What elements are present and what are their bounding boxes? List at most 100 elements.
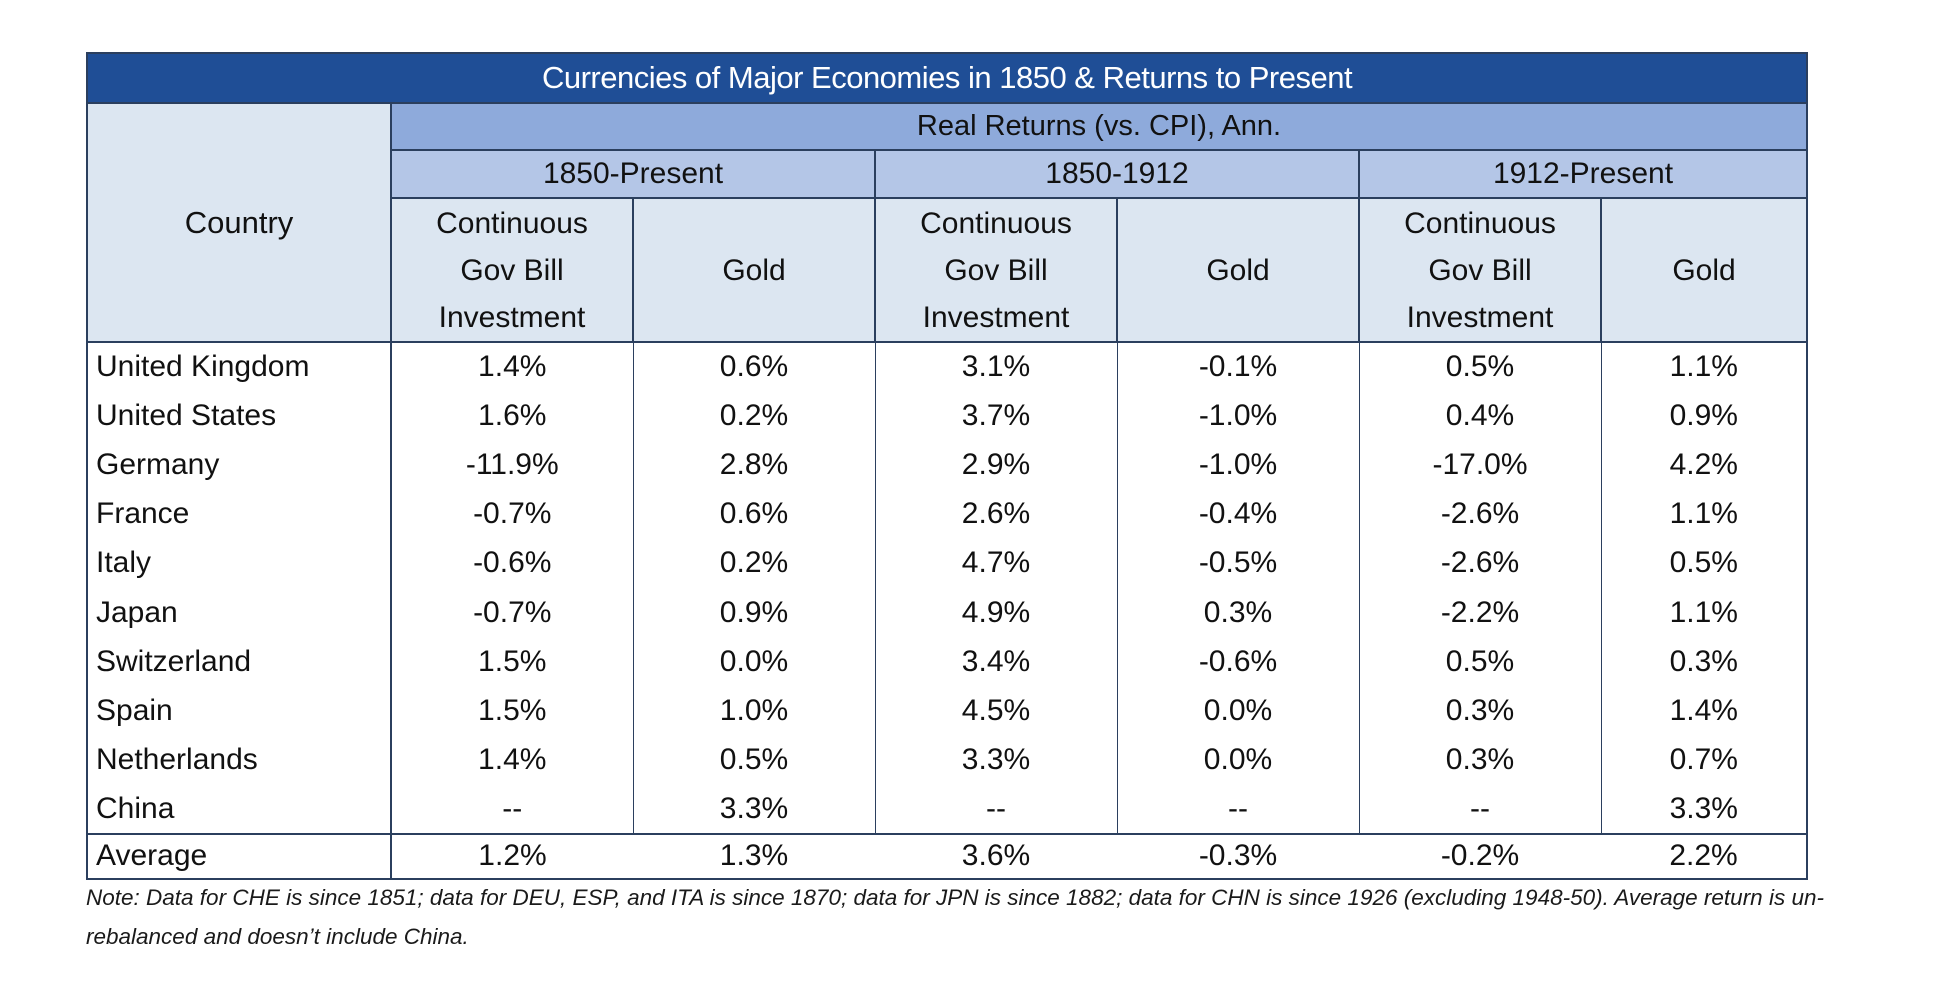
- cell-value: 0.5%: [1358, 637, 1602, 687]
- cell-value: -2.6%: [1358, 489, 1602, 539]
- average-row: Average 1.2% 1.3% 3.6% -0.3% -0.2% 2.2%: [87, 832, 1808, 880]
- cell-value: 0.3%: [1116, 587, 1360, 638]
- cell-value: 1.5%: [390, 686, 634, 736]
- cell-value: 2.9%: [874, 440, 1118, 490]
- cell-value: -0.7%: [390, 587, 634, 638]
- cell-value: --: [390, 784, 634, 834]
- gov-bill-header-line: Continuous: [1404, 206, 1556, 240]
- cell-value: -0.6%: [1116, 637, 1360, 687]
- cell-value: 4.7%: [874, 538, 1118, 588]
- cell-value: 0.0%: [1116, 735, 1360, 785]
- returns-table-container: Currencies of Major Economies in 1850 & …: [85, 52, 1809, 880]
- real-returns-group-header: Real Returns (vs. CPI), Ann.: [389, 102, 1809, 151]
- gov-bill-header: Continuous Gov Bill Investment: [1358, 197, 1602, 343]
- row-country: Switzerland: [86, 637, 392, 687]
- gov-bill-header-line: Investment: [438, 300, 586, 334]
- cell-value: -17.0%: [1358, 440, 1602, 490]
- gov-bill-header-line: Gov Bill: [1428, 253, 1532, 287]
- cell-value: 0.5%: [632, 735, 876, 785]
- period-header-1850-1912: 1850-1912: [874, 149, 1360, 199]
- cell-value: --: [1116, 784, 1360, 834]
- gov-bill-header: Continuous Gov Bill Investment: [874, 197, 1118, 343]
- gov-bill-header: Continuous Gov Bill Investment: [390, 197, 634, 343]
- cell-value: 0.5%: [1600, 538, 1808, 588]
- cell-value: 0.3%: [1358, 686, 1602, 736]
- table-row: Germany -11.9% 2.8% 2.9% -1.0% -17.0% 4.…: [86, 440, 1808, 490]
- table-row: Italy -0.6% 0.2% 4.7% -0.5% -2.6% 0.5%: [86, 538, 1808, 588]
- cell-value: 4.2%: [1600, 440, 1808, 490]
- average-value: 3.6%: [875, 832, 1117, 880]
- cell-value: 3.1%: [874, 342, 1118, 392]
- cell-value: 1.6%: [390, 391, 634, 441]
- cell-value: -11.9%: [390, 440, 634, 490]
- footnote: Note: Data for CHE is since 1851; data f…: [86, 885, 1824, 949]
- row-country: Netherlands: [86, 735, 392, 785]
- cell-value: 0.6%: [632, 342, 876, 392]
- table-row: Japan -0.7% 0.9% 4.9% 0.3% -2.2% 1.1%: [86, 587, 1808, 638]
- cell-value: --: [874, 784, 1118, 834]
- row-country: France: [86, 489, 392, 539]
- cell-value: -0.5%: [1116, 538, 1360, 588]
- cell-value: 1.4%: [1600, 686, 1808, 736]
- cell-value: 0.9%: [632, 587, 876, 638]
- cell-value: -0.7%: [390, 489, 634, 539]
- table-row: United Kingdom 1.4% 0.6% 3.1% -0.1% 0.5%…: [86, 342, 1808, 392]
- cell-value: 2.8%: [632, 440, 876, 490]
- average-value: 1.2%: [391, 832, 633, 880]
- table-row: United States 1.6% 0.2% 3.7% -1.0% 0.4% …: [86, 391, 1808, 441]
- cell-value: 0.0%: [632, 637, 876, 687]
- cell-value: 0.6%: [632, 489, 876, 539]
- cell-value: 1.5%: [390, 637, 634, 687]
- table-row: France -0.7% 0.6% 2.6% -0.4% -2.6% 1.1%: [86, 489, 1808, 539]
- cell-value: 3.3%: [632, 784, 876, 834]
- average-value: -0.3%: [1117, 832, 1359, 880]
- cell-value: 0.7%: [1600, 735, 1808, 785]
- cell-value: 1.4%: [390, 342, 634, 392]
- average-label: Average: [87, 832, 392, 880]
- cell-value: -0.4%: [1116, 489, 1360, 539]
- cell-value: 3.4%: [874, 637, 1118, 687]
- gold-header: Gold: [1116, 197, 1360, 343]
- gov-bill-header-line: Gov Bill: [460, 253, 564, 287]
- cell-value: -0.6%: [390, 538, 634, 588]
- row-country: United States: [86, 391, 392, 441]
- average-value: -0.2%: [1359, 832, 1601, 880]
- cell-value: -1.0%: [1116, 440, 1360, 490]
- cell-value: -2.6%: [1358, 538, 1602, 588]
- cell-value: 0.3%: [1358, 735, 1602, 785]
- cell-value: -0.1%: [1116, 342, 1360, 392]
- table-title: Currencies of Major Economies in 1850 & …: [85, 52, 1809, 104]
- cell-value: 3.7%: [874, 391, 1118, 441]
- cell-value: 1.0%: [632, 686, 876, 736]
- period-header-1912-present: 1912-Present: [1357, 149, 1809, 199]
- cell-value: 0.9%: [1600, 391, 1808, 441]
- gov-bill-header-line: Investment: [1406, 300, 1554, 334]
- gov-bill-header-line: Investment: [922, 300, 1070, 334]
- cell-value: 0.2%: [632, 391, 876, 441]
- cell-value: 0.4%: [1358, 391, 1602, 441]
- row-country: Spain: [86, 686, 392, 736]
- cell-value: --: [1358, 784, 1602, 834]
- table-row: Switzerland 1.5% 0.0% 3.4% -0.6% 0.5% 0.…: [86, 637, 1808, 687]
- cell-value: 1.4%: [390, 735, 634, 785]
- row-country: Germany: [86, 440, 392, 490]
- row-country: Japan: [86, 587, 392, 638]
- table-body: United Kingdom 1.4% 0.6% 3.1% -0.1% 0.5%…: [86, 342, 1808, 880]
- row-country: China: [86, 784, 392, 834]
- returns-table: Currencies of Major Economies in 1850 & …: [85, 52, 1809, 880]
- gov-bill-header-line: Continuous: [920, 206, 1072, 240]
- cell-value: 3.3%: [1600, 784, 1808, 834]
- cell-value: 2.6%: [874, 489, 1118, 539]
- cell-value: -2.2%: [1358, 587, 1602, 638]
- table-row: Netherlands 1.4% 0.5% 3.3% 0.0% 0.3% 0.7…: [86, 735, 1808, 785]
- cell-value: 0.2%: [632, 538, 876, 588]
- average-value: 2.2%: [1601, 832, 1808, 880]
- table-row: China -- 3.3% -- -- -- 3.3%: [86, 784, 1808, 834]
- period-header-1850-present: 1850-Present: [390, 149, 876, 199]
- cell-value: 0.3%: [1600, 637, 1808, 687]
- cell-value: 1.1%: [1600, 342, 1808, 392]
- country-column-header: Country: [86, 102, 392, 343]
- cell-value: -1.0%: [1116, 391, 1360, 441]
- gold-header: Gold: [1599, 197, 1809, 343]
- cell-value: 0.5%: [1358, 342, 1602, 392]
